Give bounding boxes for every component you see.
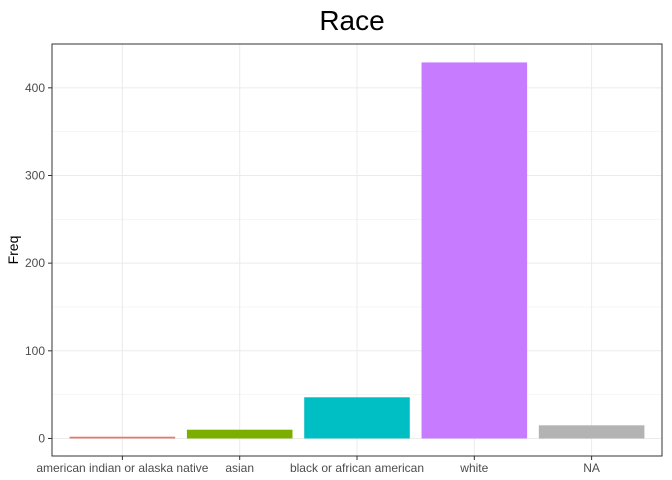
x-tick-label: NA: [583, 461, 600, 475]
y-tick-label: 300: [25, 168, 45, 182]
bar: [538, 425, 645, 439]
x-tick-label: black or african american: [290, 461, 424, 475]
chart-title: Race: [319, 5, 384, 36]
bar: [69, 436, 176, 439]
y-axis-title: Freq: [5, 236, 21, 265]
grid-lines: [52, 44, 662, 456]
bars: [69, 62, 645, 439]
bar: [304, 397, 410, 439]
x-tick-label: white: [459, 461, 488, 475]
bar: [421, 62, 528, 439]
y-tick-label: 200: [25, 256, 45, 270]
y-axis: 0 100 200 300 400: [25, 81, 52, 445]
x-axis: american indian or alaska native asian bla…: [36, 456, 600, 475]
y-tick-label: 0: [38, 431, 45, 445]
y-tick-label: 400: [25, 81, 45, 95]
x-tick-label: asian: [225, 461, 254, 475]
y-tick-label: 100: [25, 344, 45, 358]
x-tick-label: american indian or alaska native: [36, 461, 208, 475]
bar: [186, 429, 293, 439]
